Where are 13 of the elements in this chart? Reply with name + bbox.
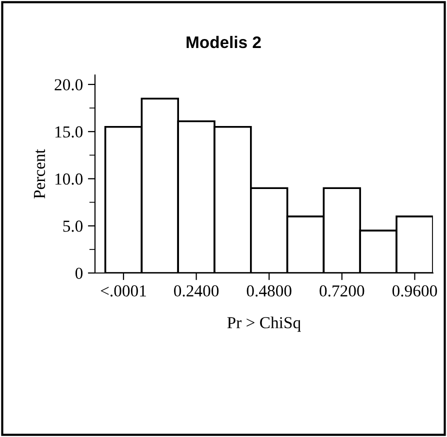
x-tick-label: <.0001 <box>100 285 146 297</box>
chart-title: Modelis 2 <box>186 36 261 48</box>
y-axis-title: Percent <box>34 149 46 199</box>
y-tick-label: 20.0 <box>54 79 83 90</box>
x-tick-label: 0.2400 <box>174 285 219 297</box>
x-axis-title: Pr > ChiSq <box>227 316 301 332</box>
x-tick-label: 0.9600 <box>392 285 437 297</box>
x-tick-label: 0.7200 <box>320 285 364 297</box>
x-tick-label: 0.4800 <box>246 285 292 297</box>
y-tick-label: 0 <box>75 268 83 279</box>
y-tick-label: 5.0 <box>63 220 83 232</box>
y-tick-label: 15.0 <box>55 126 83 138</box>
y-tick-label: 10.0 <box>55 173 83 185</box>
